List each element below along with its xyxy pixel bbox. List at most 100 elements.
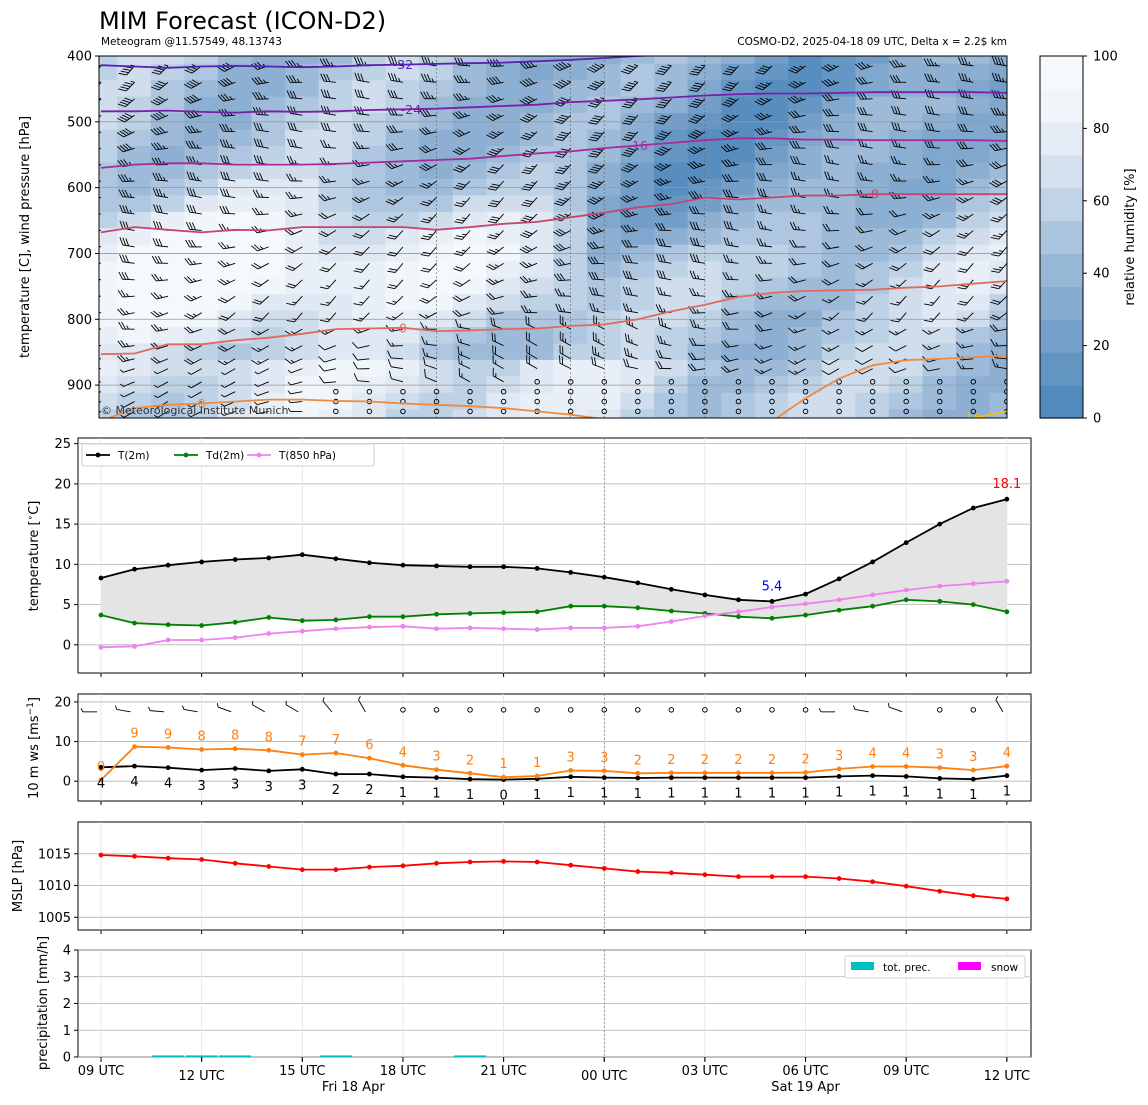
colorbar-band — [1040, 187, 1083, 222]
humidity-cell — [285, 80, 320, 98]
upper-air-wind-barb — [117, 97, 135, 108]
wind-gust-label: 8 — [231, 729, 239, 744]
humidity-cell — [251, 195, 287, 213]
barb-shaft — [390, 345, 403, 347]
barb-flag — [155, 238, 160, 247]
barb-flag — [158, 173, 163, 181]
wind-gust-label: 2 — [768, 753, 776, 768]
barb-flag — [122, 205, 127, 213]
humidity-cell — [754, 162, 790, 180]
humidity-cell — [654, 261, 689, 279]
upper-air-wind-barb — [152, 188, 169, 198]
day-label: Fri 18 Apr — [322, 1080, 385, 1095]
barb-half-flag — [87, 367, 90, 371]
wind-gust-point — [870, 764, 876, 769]
barb-flag — [150, 143, 157, 151]
upper-air-wind-barb — [118, 321, 135, 330]
humidity-cell — [251, 343, 287, 361]
humidity-cell — [519, 261, 555, 279]
colorbar-label: relative humidity [%] — [1123, 168, 1138, 305]
humidity-cell — [486, 228, 521, 246]
barb-flag — [85, 288, 89, 295]
barb-flag — [91, 128, 98, 136]
barb-flag — [152, 188, 157, 196]
upper-air-wind-barb — [221, 368, 236, 375]
barb-half-flag — [130, 80, 135, 83]
barb-flag — [122, 84, 131, 88]
barb-flag — [219, 123, 224, 132]
mslp-point — [534, 859, 540, 865]
humidity-cell — [217, 162, 253, 180]
barb-flag — [122, 144, 130, 151]
t2m-point — [98, 575, 104, 581]
humidity-cell — [788, 211, 823, 230]
mslp-point — [970, 893, 976, 899]
humidity-cell — [217, 277, 253, 296]
barb-flag — [119, 145, 127, 152]
barb-flag — [226, 172, 230, 181]
humidity-cell — [821, 392, 857, 411]
barb-half-flag — [220, 384, 225, 388]
humidity-cell — [989, 327, 1007, 345]
humidity-cell — [654, 56, 689, 65]
humidity-cell — [352, 56, 387, 65]
upper-air-wind-barb — [184, 257, 202, 266]
barb-half-flag — [96, 194, 98, 198]
barb-flag — [184, 126, 191, 134]
humidity-cell — [184, 96, 219, 115]
barb-half-flag — [159, 326, 163, 331]
t850-point — [132, 644, 137, 649]
mslp-point — [769, 874, 775, 880]
humidity-cell — [452, 129, 488, 147]
wind-mean-label: 1 — [936, 787, 944, 802]
isotherm-label: -8 — [866, 187, 879, 202]
barb-flag — [124, 97, 133, 102]
barb-flag — [218, 317, 227, 321]
humidity-cell — [184, 228, 219, 246]
wind-mean-label: 1 — [399, 786, 407, 801]
wind-mean-point — [635, 775, 641, 781]
upper-air-wind-barb — [153, 381, 169, 388]
y-tick-label: 0 — [63, 638, 71, 653]
barb-shaft — [224, 381, 236, 388]
humidity-cell — [989, 56, 1007, 65]
wind-gust-point — [367, 755, 372, 761]
mslp-point — [903, 883, 909, 889]
wind-gust-point — [668, 770, 674, 776]
wind-gust-label: 7 — [332, 733, 340, 748]
upper-air-wind-barb — [183, 94, 202, 104]
mslp-point — [467, 859, 473, 865]
barb-flag — [85, 271, 90, 278]
upper-air-y-ticks: 400 500 600 700 800 900 — [67, 50, 99, 394]
humidity-cell — [956, 96, 991, 115]
humidity-cell — [318, 162, 354, 180]
barb-flag — [217, 80, 225, 87]
t2m-point — [736, 597, 741, 603]
barb-flag — [183, 359, 192, 365]
humidity-cell — [184, 195, 219, 213]
humidity-cell — [150, 162, 186, 180]
wind-panel: 4 4 4 3 3 3 3 2 2 1 1 1 0 1 1 1 1 1 1 1 1 1 1 1 1 1 1 109 9 8 8 8 7 7 6 4 3 2… — [26, 693, 1032, 804]
humidity-cell — [352, 63, 387, 82]
barb-flag — [220, 241, 227, 249]
barb-flag — [158, 96, 166, 101]
humidity-cell — [788, 228, 823, 246]
wind-gust-point — [333, 750, 339, 756]
humidity-cell — [922, 392, 958, 411]
humidity-cell — [888, 195, 924, 213]
y-tick-label: 15 — [54, 518, 71, 533]
upper-air-wind-barb — [184, 125, 202, 134]
humidity-cell — [99, 294, 119, 312]
humidity-cell — [285, 129, 320, 147]
barb-shaft — [125, 98, 135, 107]
wind-mean-point — [568, 774, 574, 780]
t850-point — [702, 613, 708, 619]
barb-shaft — [190, 358, 202, 365]
humidity-cell — [855, 146, 890, 164]
humidity-cell — [452, 195, 488, 213]
humidity-cell — [251, 409, 287, 418]
mslp-point — [266, 864, 272, 869]
humidity-cell — [721, 56, 756, 65]
mslp-point — [836, 876, 842, 881]
upper-air-tick-label: 400 — [67, 50, 92, 65]
